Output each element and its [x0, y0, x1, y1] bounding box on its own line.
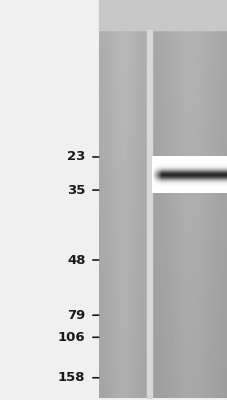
Text: 158: 158 — [58, 371, 85, 384]
Bar — [99, 0, 227, 30]
Text: 106: 106 — [58, 331, 85, 344]
Bar — [146, 30, 151, 398]
Text: 48: 48 — [67, 254, 85, 266]
Text: 35: 35 — [67, 184, 85, 196]
Text: 23: 23 — [67, 150, 85, 164]
Text: 79: 79 — [67, 309, 85, 322]
